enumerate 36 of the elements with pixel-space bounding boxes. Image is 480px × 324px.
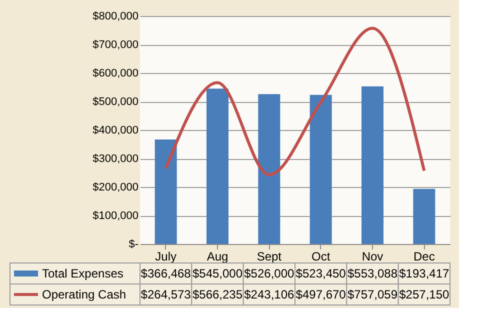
bar — [413, 188, 436, 244]
x-tick-label: Dec — [413, 250, 435, 264]
x-tick-label: July — [155, 250, 177, 264]
bar — [206, 88, 228, 244]
bar — [362, 86, 384, 244]
data-label: $545,000 — [192, 266, 243, 280]
legend-label: Operating Cash — [42, 288, 126, 302]
y-tick-label: $- — [128, 238, 139, 250]
data-label: $366,468 — [140, 266, 192, 280]
y-tick-label: $200,000 — [92, 182, 138, 194]
y-tick-label: $300,000 — [92, 153, 138, 165]
line-series — [164, 26, 426, 176]
bar — [310, 94, 332, 244]
x-tick-label: Nov — [362, 250, 384, 264]
x-tick-label: Oct — [311, 250, 331, 264]
data-label: $757,059 — [347, 288, 398, 302]
data-label: $497,670 — [296, 288, 346, 302]
bar — [154, 140, 177, 244]
data-label: $566,235 — [192, 288, 243, 302]
y-tick-label: $100,000 — [92, 210, 138, 222]
y-tick-label: $800,000 — [92, 10, 138, 22]
y-tick-label: $500,000 — [92, 96, 138, 108]
data-label: $553,088 — [347, 266, 398, 280]
data-label: $257,150 — [399, 288, 450, 302]
data-label: $193,417 — [399, 266, 450, 280]
x-tick-label: Aug — [206, 250, 228, 264]
bar — [258, 94, 280, 244]
data-label: $243,106 — [244, 288, 295, 302]
data-label: $264,573 — [140, 288, 192, 302]
data-label: $526,000 — [244, 266, 295, 280]
y-tick-label: $700,000 — [92, 39, 138, 51]
data-label: $523,450 — [296, 266, 346, 280]
y-tick-label: $400,000 — [92, 124, 138, 136]
legend-label: Total Expenses — [42, 266, 124, 280]
x-tick-label: Sept — [256, 250, 282, 264]
y-tick-label: $600,000 — [92, 68, 138, 80]
